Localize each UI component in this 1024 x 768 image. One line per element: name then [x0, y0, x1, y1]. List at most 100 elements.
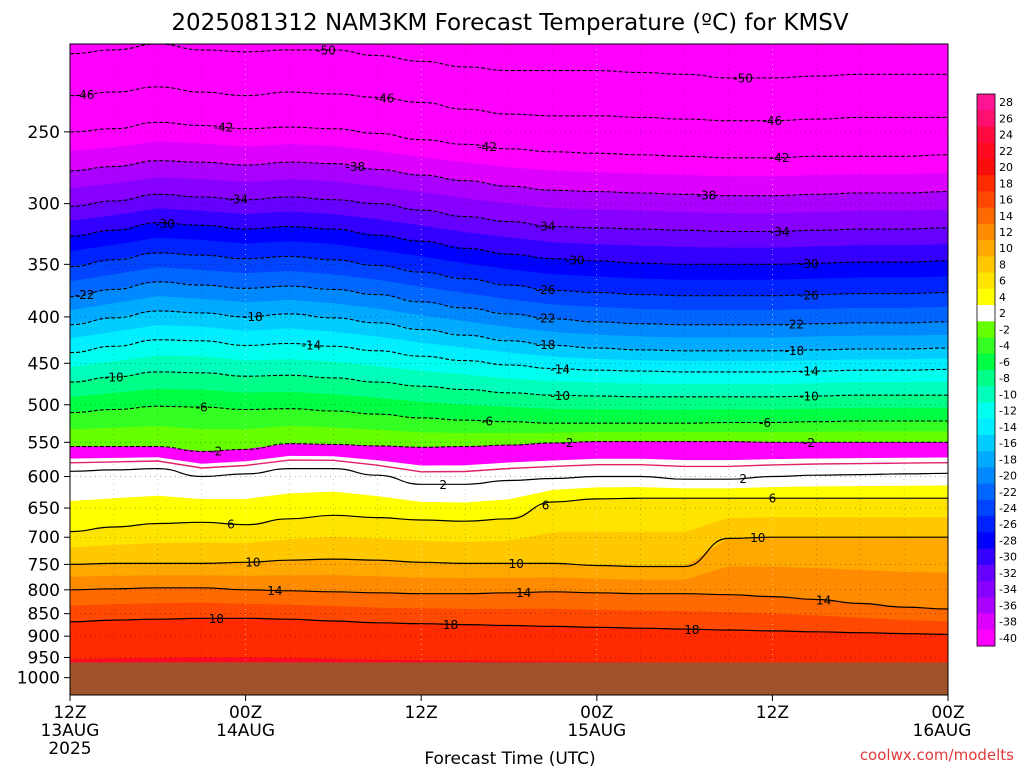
colorbar-swatch	[977, 158, 995, 176]
colorbar-swatch	[977, 548, 995, 566]
isotherm-label: -34	[770, 225, 790, 239]
colorbar-swatch	[977, 418, 995, 436]
colorbar-swatch	[977, 191, 995, 209]
x-tick-label: 00Z	[931, 703, 964, 723]
colorbar-label: 14	[999, 210, 1013, 223]
isotherm-label: -6	[759, 416, 771, 430]
credit-text: coolwx.com/modelts	[860, 746, 1014, 764]
isotherm-line	[70, 252, 948, 297]
isotherm-label: -50	[316, 43, 336, 57]
colorbar-label: 8	[999, 258, 1006, 271]
isotherm-label: -42	[214, 121, 234, 135]
isotherm-line	[70, 86, 948, 122]
colorbar-swatch	[977, 321, 995, 339]
colorbar-label: -12	[999, 405, 1017, 418]
isotherm-label: -10	[799, 390, 819, 404]
isotherm-label: -46	[75, 88, 95, 102]
colorbar-frame	[976, 93, 996, 647]
isotherm-label: -10	[550, 389, 570, 403]
colorbar-swatch	[977, 142, 995, 160]
isotherm-label: 14	[516, 586, 531, 600]
y-tick-label: 850	[28, 605, 60, 625]
colorbar-swatch	[977, 483, 995, 501]
isotherm-label: -2	[562, 436, 574, 450]
colorbar-label: 18	[999, 177, 1013, 190]
colorbar-swatch	[977, 532, 995, 550]
colorbar-swatch	[977, 223, 995, 241]
isotherm-label: 6	[542, 498, 550, 512]
isotherm-label: -34	[228, 193, 248, 207]
chart-title: 2025081312 NAM3KM Forecast Temperature (…	[171, 10, 849, 36]
isotherm-label: -22	[785, 318, 805, 332]
y-tick-label: 800	[28, 581, 60, 601]
isotherm-label: -14	[302, 338, 322, 352]
x-tick-label: 2025	[48, 739, 91, 759]
colorbar-swatch	[977, 564, 995, 582]
isotherm-line	[70, 339, 948, 373]
colorbar-label: -34	[999, 583, 1017, 596]
y-tick-label: 650	[28, 499, 60, 519]
isotherm-labels: -50 -50 -46 -46 -46 -42 -42 -42 -38 -38 -34 -34 -34 -…	[75, 43, 831, 637]
isotherm-label: -30	[799, 257, 819, 271]
colorbar-swatch	[977, 288, 995, 306]
colorbar-label: -30	[999, 551, 1017, 564]
colorbar-swatch	[977, 613, 995, 631]
colorbar-label: -8	[999, 372, 1010, 385]
y-tick-label: 950	[28, 648, 60, 668]
y-tick-label: 700	[28, 528, 60, 548]
isotherm-label: -18	[243, 310, 263, 324]
colorbar-swatch	[977, 402, 995, 420]
colorbar: 28 26 24 22 20 18 16 14 12 10 8 6 4 2 -2 -4 -6 -8 -10 -12 -1…	[976, 93, 1017, 647]
colorbar-swatch	[977, 499, 995, 517]
isotherm-label: -22	[75, 288, 95, 302]
isotherm-label: -2	[210, 444, 222, 458]
isotherm-label: 18	[684, 623, 699, 637]
colorbar-label: 10	[999, 242, 1013, 255]
isotherm-label: 18	[443, 618, 458, 632]
y-tick-label: 300	[28, 195, 60, 215]
isotherm-label: -46	[375, 92, 395, 106]
isotherm-label: 14	[267, 584, 282, 598]
isotherm-line	[70, 371, 948, 398]
colorbar-label: -38	[999, 616, 1017, 629]
isotherm-line	[70, 587, 948, 610]
isotherm-line	[70, 441, 948, 453]
isotherm-label: -26	[536, 283, 556, 297]
colorbar-swatch	[977, 240, 995, 257]
isotherm-label: -2	[803, 436, 815, 450]
colorbar-swatch	[977, 370, 995, 387]
colorbar-swatch	[977, 597, 995, 615]
colorbar-swatch	[977, 110, 995, 127]
colorbar-label: -14	[999, 421, 1017, 434]
isotherm-line	[70, 193, 948, 233]
colorbar-swatch	[977, 126, 995, 144]
colorbar-label: -6	[999, 356, 1010, 369]
isotherm-label: -14	[799, 365, 819, 379]
colorbar-swatch	[977, 353, 995, 371]
isotherm-label: 10	[245, 555, 260, 569]
colorbar-swatch	[977, 305, 995, 322]
isotherm-label: -14	[550, 362, 570, 376]
y-tick-label: 250	[28, 123, 60, 143]
isotherm-label: -50	[733, 71, 753, 85]
colorbar-swatch	[977, 94, 995, 111]
isotherm-label: 6	[769, 492, 777, 506]
isotherm-label: 10	[509, 557, 524, 571]
isotherm-line	[70, 467, 948, 485]
y-tick-label: 1000	[17, 669, 60, 689]
isotherm-line	[70, 536, 948, 568]
colorbar-swatch	[977, 516, 995, 533]
isotherm-lines	[70, 44, 948, 635]
isotherm-label: 10	[750, 531, 765, 545]
temperature-fill-bands	[70, 44, 948, 695]
plot-area: -50 -50 -46 -46 -46 -42 -42 -42 -38 -38 -34 -34 -34 -…	[70, 43, 948, 695]
y-axis: 2503003504004505005506006507007508008509…	[17, 123, 70, 689]
colorbar-label: 4	[999, 291, 1006, 304]
x-tick-label: 12Z	[756, 703, 789, 723]
isotherm-label: -38	[697, 189, 717, 203]
colorbar-label: 28	[999, 96, 1013, 109]
y-tick-label: 400	[28, 308, 60, 328]
isotherm-label: -42	[477, 140, 497, 154]
